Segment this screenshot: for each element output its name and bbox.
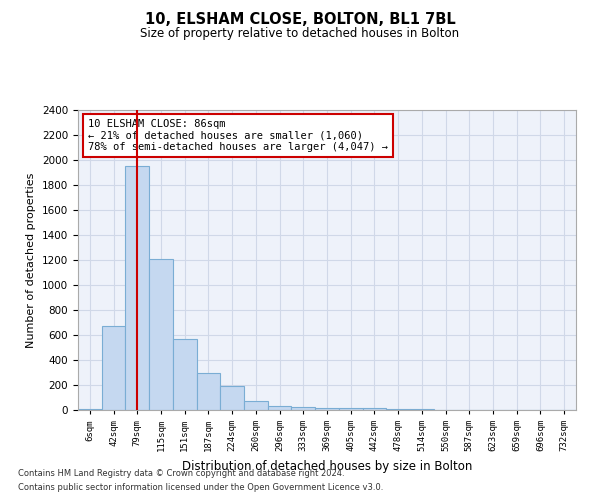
Bar bbox=[78, 409, 102, 410]
Bar bbox=[173, 339, 197, 410]
Text: 10 ELSHAM CLOSE: 86sqm
← 21% of detached houses are smaller (1,060)
78% of semi-: 10 ELSHAM CLOSE: 86sqm ← 21% of detached… bbox=[88, 119, 388, 152]
Bar bbox=[315, 408, 339, 410]
Text: Size of property relative to detached houses in Bolton: Size of property relative to detached ho… bbox=[140, 28, 460, 40]
Bar bbox=[339, 408, 362, 410]
Bar bbox=[149, 259, 173, 410]
Bar bbox=[292, 407, 315, 410]
Bar bbox=[197, 372, 220, 410]
Text: Contains HM Land Registry data © Crown copyright and database right 2024.: Contains HM Land Registry data © Crown c… bbox=[18, 468, 344, 477]
Y-axis label: Number of detached properties: Number of detached properties bbox=[26, 172, 37, 348]
Bar bbox=[220, 386, 244, 410]
X-axis label: Distribution of detached houses by size in Bolton: Distribution of detached houses by size … bbox=[182, 460, 472, 472]
Bar bbox=[362, 408, 386, 410]
Bar bbox=[244, 401, 268, 410]
Bar bbox=[125, 166, 149, 410]
Text: Contains public sector information licensed under the Open Government Licence v3: Contains public sector information licen… bbox=[18, 484, 383, 492]
Bar bbox=[386, 409, 410, 410]
Bar bbox=[268, 406, 292, 410]
Bar bbox=[102, 326, 125, 410]
Text: 10, ELSHAM CLOSE, BOLTON, BL1 7BL: 10, ELSHAM CLOSE, BOLTON, BL1 7BL bbox=[145, 12, 455, 28]
